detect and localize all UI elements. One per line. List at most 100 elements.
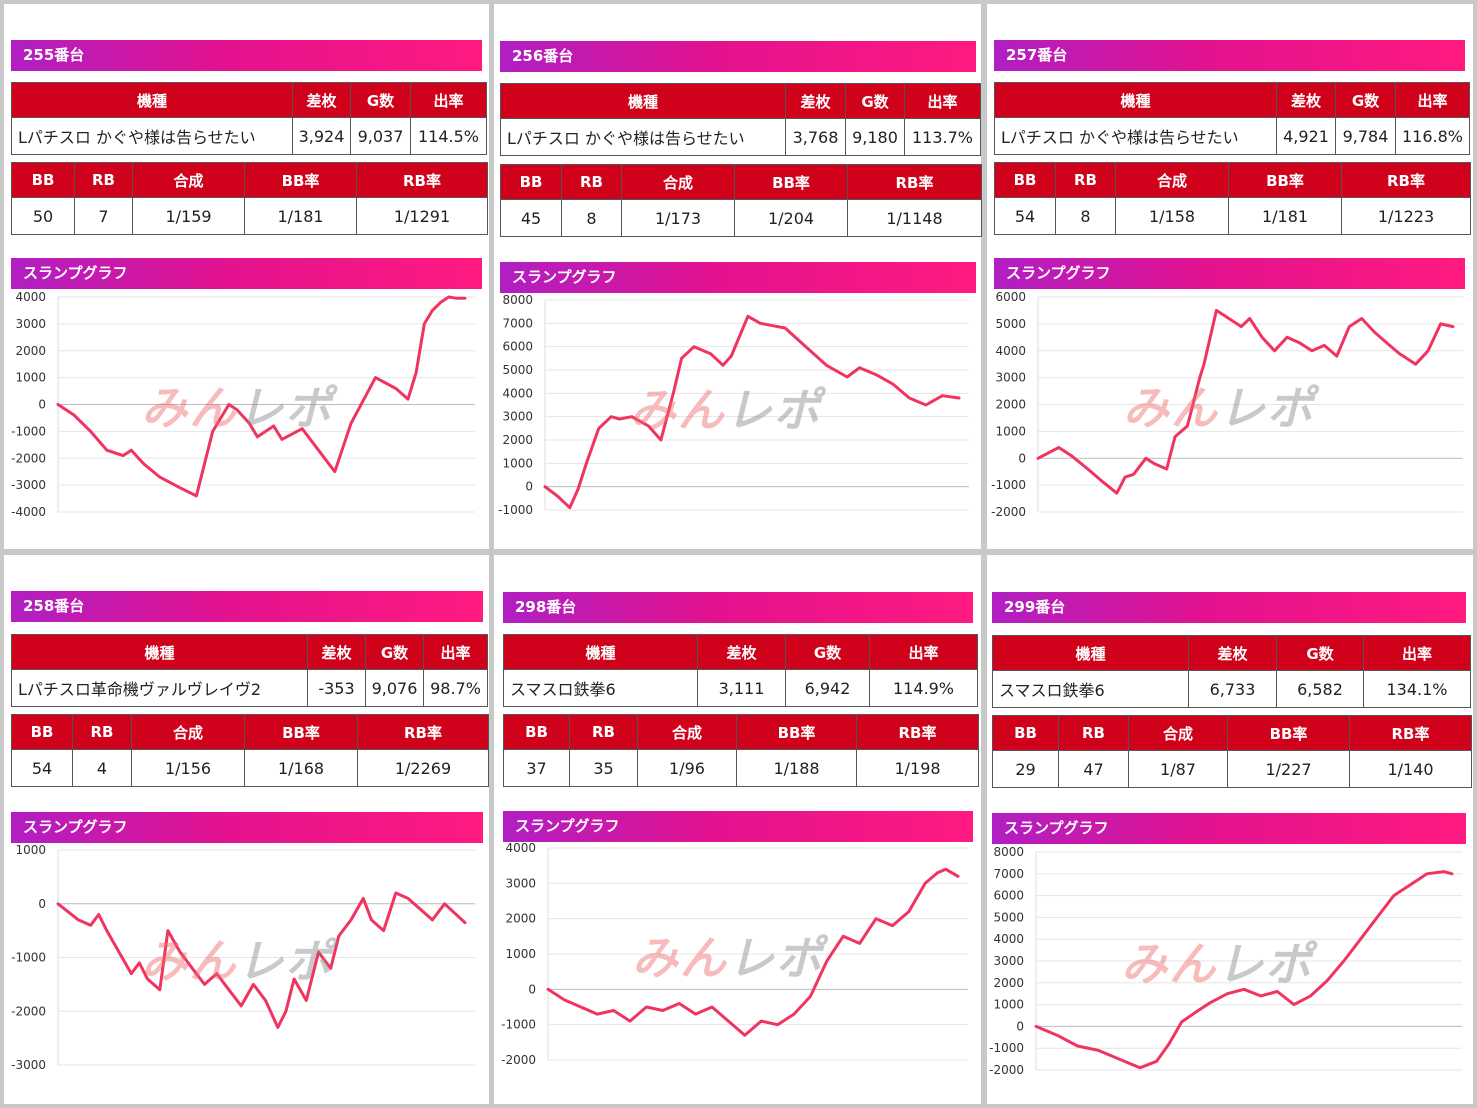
table-header-row: BB RB 合成 BB率 RB率 bbox=[500, 164, 982, 200]
table-row: 29 47 1/87 1/227 1/140 bbox=[992, 750, 1472, 788]
bonus-stats-table: BB RB 合成 BB率 RB率 54 8 1/158 1/181 1/1223 bbox=[994, 162, 1471, 235]
col-header-rb-rate: RB率 bbox=[1341, 162, 1471, 198]
y-tick-label: -1000 bbox=[11, 424, 46, 438]
col-header-bb: BB bbox=[994, 162, 1056, 198]
series-line bbox=[56, 891, 467, 1029]
y-tick-label: -1000 bbox=[991, 478, 1026, 492]
col-header-rb: RB bbox=[569, 714, 638, 750]
col-header-combined: 合成 bbox=[1115, 162, 1229, 198]
y-tick-label: -2000 bbox=[11, 1004, 46, 1018]
table-row: 37 35 1/96 1/188 1/198 bbox=[503, 749, 979, 787]
combined-rate: 1/96 bbox=[637, 749, 737, 787]
col-header-model: 機種 bbox=[994, 82, 1277, 118]
col-header-bb: BB bbox=[503, 714, 570, 750]
y-tick-label: 6000 bbox=[995, 290, 1026, 304]
y-tick-label: 6000 bbox=[502, 340, 533, 354]
bb-rate: 1/181 bbox=[244, 197, 357, 235]
table-header-row: 機種 差枚 G数 出率 bbox=[500, 83, 981, 119]
col-header-rate: 出率 bbox=[1395, 82, 1470, 118]
y-tick-label: 1000 bbox=[995, 424, 1026, 438]
y-tick-label: 0 bbox=[525, 480, 533, 494]
table-row: 50 7 1/159 1/181 1/1291 bbox=[11, 197, 488, 235]
col-header-combined: 合成 bbox=[621, 164, 735, 200]
y-tick-label: 0 bbox=[1016, 1019, 1024, 1033]
table-header-row: 機種 差枚 G数 出率 bbox=[994, 82, 1470, 118]
col-header-games: G数 bbox=[785, 634, 870, 670]
diff-value: 4,921 bbox=[1276, 117, 1336, 155]
y-tick-label: 0 bbox=[38, 897, 46, 911]
y-tick-label: 5000 bbox=[993, 910, 1024, 924]
slump-chart: 8000 7000 6000 5000 4000 3000 2000 1000 0 -1000 bbox=[498, 293, 969, 517]
diff-value: 6,733 bbox=[1188, 670, 1277, 708]
bonus-stats-table: BB RB 合成 BB率 RB率 45 8 1/173 1/204 1/1148 bbox=[500, 164, 982, 237]
col-header-rb: RB bbox=[1058, 715, 1129, 751]
table-header-row: 機種 差枚 G数 出率 bbox=[11, 634, 488, 670]
col-header-bb-rate: BB率 bbox=[244, 162, 357, 198]
slump-graph-title: スランプグラフ bbox=[500, 262, 976, 293]
rb-count: 47 bbox=[1058, 750, 1129, 788]
bonus-stats-table: BB RB 合成 BB率 RB率 29 47 1/87 1/227 1/140 bbox=[992, 715, 1472, 788]
y-tick-label: -1000 bbox=[11, 951, 46, 965]
table-header-row: BB RB 合成 BB率 RB率 bbox=[11, 162, 488, 198]
col-header-rate: 出率 bbox=[423, 634, 488, 670]
y-tick-label: 7000 bbox=[993, 867, 1024, 881]
bb-count: 37 bbox=[503, 749, 570, 787]
y-tick-label: -1000 bbox=[989, 1041, 1024, 1055]
col-header-rb: RB bbox=[1055, 162, 1116, 198]
model-name: Lパチスロ かぐや様は告らせたい bbox=[11, 117, 293, 155]
games-value: 6,942 bbox=[785, 669, 870, 707]
y-tick-label: 5000 bbox=[995, 317, 1026, 331]
y-tick-label: 2000 bbox=[505, 912, 536, 926]
col-header-combined: 合成 bbox=[1128, 715, 1228, 751]
table-row: スマスロ鉄拳6 6,733 6,582 134.1% bbox=[992, 670, 1471, 708]
slump-chart: 6000 5000 4000 3000 2000 1000 0 -1000 -2000 bbox=[991, 290, 1463, 519]
machine-title: 299番台 bbox=[992, 592, 1466, 623]
table-row: Lパチスロ革命機ヴァルヴレイヴ2 -353 9,076 98.7% bbox=[11, 669, 488, 707]
col-header-bb-rate: BB率 bbox=[1228, 162, 1342, 198]
bb-count: 29 bbox=[992, 750, 1059, 788]
table-row: Lパチスロ かぐや様は告らせたい 3,768 9,180 113.7% bbox=[500, 118, 981, 156]
slump-graph-title: スランプグラフ bbox=[11, 812, 483, 843]
y-tick-label: 2000 bbox=[15, 344, 46, 358]
combined-rate: 1/156 bbox=[131, 749, 245, 787]
table-row: Lパチスロ かぐや様は告らせたい 3,924 9,037 114.5% bbox=[11, 117, 487, 155]
slump-chart: 4000 3000 2000 1000 0 -1000 -2000 bbox=[501, 841, 968, 1067]
table-row: 54 4 1/156 1/168 1/2269 bbox=[11, 749, 489, 787]
y-tick-label: 1000 bbox=[502, 456, 533, 470]
games-value: 9,076 bbox=[365, 669, 424, 707]
table-row: 45 8 1/173 1/204 1/1148 bbox=[500, 199, 982, 237]
series-line bbox=[546, 867, 960, 1037]
rb-rate: 1/198 bbox=[856, 749, 979, 787]
slump-graph-title: スランプグラフ bbox=[503, 811, 973, 842]
col-header-rate: 出率 bbox=[410, 82, 487, 118]
model-name: スマスロ鉄拳6 bbox=[503, 669, 698, 707]
col-header-diff: 差枚 bbox=[785, 83, 846, 119]
y-tick-label: 3000 bbox=[505, 876, 536, 890]
slump-graph-title: スランプグラフ bbox=[11, 258, 482, 289]
bonus-stats-table: BB RB 合成 BB率 RB率 50 7 1/159 1/181 1/1291 bbox=[11, 162, 488, 235]
rb-rate: 1/1148 bbox=[847, 199, 982, 237]
col-header-diff: 差枚 bbox=[307, 634, 366, 670]
table-header-row: 機種 差枚 G数 出率 bbox=[11, 82, 487, 118]
bb-count: 45 bbox=[500, 199, 562, 237]
col-header-model: 機種 bbox=[500, 83, 786, 119]
y-tick-label: 3000 bbox=[502, 410, 533, 424]
col-header-diff: 差枚 bbox=[292, 82, 351, 118]
rate-value: 114.9% bbox=[869, 669, 978, 707]
bb-rate: 1/204 bbox=[734, 199, 848, 237]
table-header-row: BB RB 合成 BB率 RB率 bbox=[11, 714, 489, 750]
games-value: 9,784 bbox=[1335, 117, 1396, 155]
y-tick-label: 1000 bbox=[15, 843, 46, 857]
rb-count: 35 bbox=[569, 749, 638, 787]
slump-graph-title: スランプグラフ bbox=[994, 258, 1465, 289]
rb-count: 4 bbox=[72, 749, 132, 787]
rate-value: 114.5% bbox=[410, 117, 487, 155]
y-tick-label: 8000 bbox=[502, 293, 533, 307]
series-line bbox=[543, 314, 961, 510]
col-header-rb-rate: RB率 bbox=[356, 162, 488, 198]
col-header-bb-rate: BB率 bbox=[1227, 715, 1350, 751]
model-name: Lパチスロ かぐや様は告らせたい bbox=[500, 118, 786, 156]
y-tick-label: 1000 bbox=[15, 371, 46, 385]
series-line bbox=[1036, 308, 1455, 495]
games-value: 9,180 bbox=[845, 118, 905, 156]
